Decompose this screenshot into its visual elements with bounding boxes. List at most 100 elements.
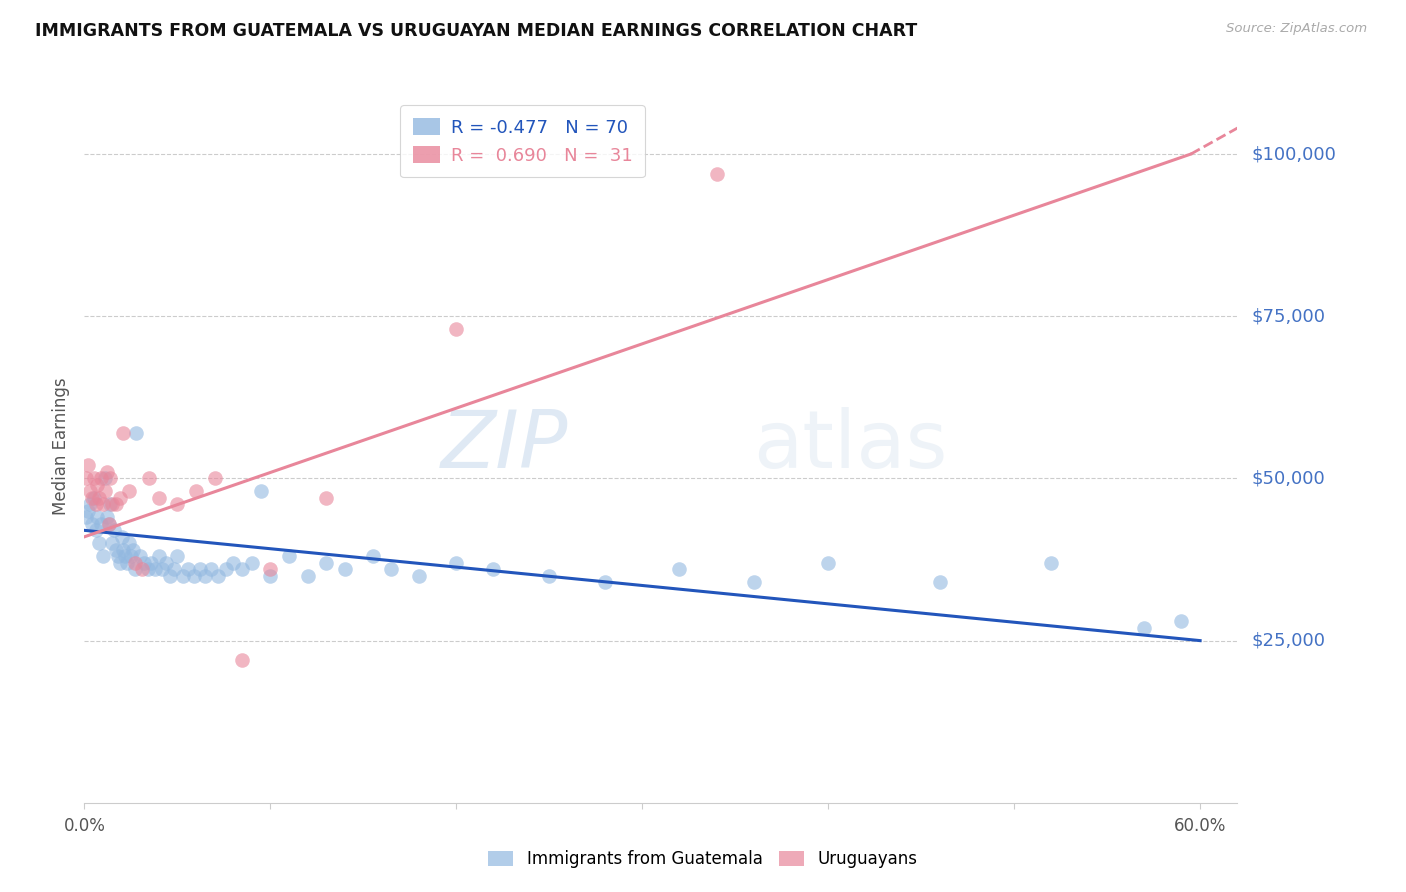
Point [172,568,194,582]
Point [91,497,114,511]
Point [188,562,211,576]
Point [104,497,127,511]
Point [207,568,229,582]
Point [132,556,155,570]
Point [166,497,188,511]
Point [112,425,135,440]
Point [96,465,118,479]
Point [96,510,118,524]
Point [177,562,200,576]
Text: Source: ZipAtlas.com: Source: ZipAtlas.com [1226,22,1367,36]
Point [86,510,108,524]
Point [148,491,170,505]
Point [77,458,100,473]
Point [250,484,273,499]
Point [215,562,238,576]
Point [124,562,146,576]
Point [333,562,356,576]
Point [231,562,253,576]
Point [107,549,129,564]
Text: ZIP: ZIP [441,407,568,485]
Point [446,556,468,570]
Point [361,549,384,564]
Point [84,524,107,538]
Point [817,556,839,570]
Point [115,556,138,570]
Point [80,491,103,505]
Point [222,556,245,570]
Point [108,491,131,505]
Point [101,497,124,511]
Point [194,568,217,582]
Point [100,471,122,485]
Point [380,562,402,576]
Point [155,556,177,570]
Point [83,471,105,485]
Point [928,575,950,590]
Point [706,167,728,181]
Point [259,562,281,576]
Point [200,562,222,576]
Point [538,568,561,582]
Point [231,653,253,667]
Point [184,484,207,499]
Point [446,322,468,336]
Point [166,549,188,564]
Point [90,516,112,531]
Text: IMMIGRANTS FROM GUATEMALA VS URUGUAYAN MEDIAN EARNINGS CORRELATION CHART: IMMIGRANTS FROM GUATEMALA VS URUGUAYAN M… [35,22,917,40]
Point [97,516,120,531]
Point [277,549,299,564]
Point [75,510,97,524]
Point [89,491,111,505]
Point [138,471,160,485]
Point [143,562,166,576]
Point [204,471,226,485]
Point [183,568,205,582]
Point [742,575,765,590]
Text: atlas: atlas [754,407,948,485]
Point [86,478,108,492]
Point [259,568,281,582]
Point [131,562,153,576]
Point [94,471,117,485]
Text: $75,000: $75,000 [1251,307,1326,326]
Point [1133,621,1156,635]
Point [110,530,132,544]
Point [152,562,174,576]
Point [89,536,111,550]
Point [297,568,319,582]
Point [90,471,112,485]
Point [100,497,122,511]
Point [1040,556,1063,570]
Text: $25,000: $25,000 [1251,632,1326,649]
Text: $100,000: $100,000 [1251,145,1336,163]
Point [84,497,107,511]
Point [77,504,100,518]
Point [83,491,105,505]
Point [120,549,142,564]
Point [79,497,101,511]
Point [91,549,114,564]
Point [112,542,135,557]
Point [315,491,337,505]
Point [162,562,184,576]
Point [118,484,141,499]
Point [148,549,170,564]
Point [129,549,152,564]
Point [136,562,159,576]
Point [125,425,148,440]
Point [408,568,430,582]
Point [80,516,103,531]
Y-axis label: Median Earnings: Median Earnings [52,377,70,515]
Point [101,536,124,550]
Point [482,562,505,576]
Point [141,556,163,570]
Legend: R = -0.477   N = 70, R =  0.690   N =  31: R = -0.477 N = 70, R = 0.690 N = 31 [399,105,645,178]
Point [108,556,131,570]
Point [103,524,125,538]
Point [79,484,101,499]
Text: $50,000: $50,000 [1251,469,1324,487]
Point [94,484,117,499]
Point [114,549,136,564]
Point [75,471,97,485]
